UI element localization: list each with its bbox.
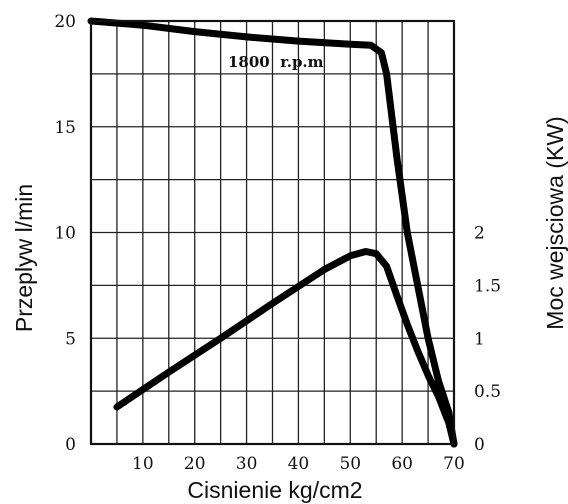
x-tick-label: 20 (184, 454, 206, 474)
plot-frame (89, 19, 456, 446)
x-tick-label: 30 (236, 454, 258, 474)
y-axis-label-right: Moc wejsciowa (KW) (542, 116, 568, 329)
y-left-tick-label: 5 (65, 329, 76, 349)
tick-labels: 10 20 30 40 50 60 70 0 5 10 15 20 0 0.5 1 1.5 2 (54, 12, 501, 474)
grid (91, 21, 454, 444)
y-left-tick-label: 0 (65, 435, 76, 455)
y-right-tick-label: 1.5 (474, 276, 501, 296)
x-axis-label: Cisnienie kg/cm2 (187, 477, 362, 503)
y-left-tick-label: 10 (54, 224, 76, 244)
series-line-power (113, 248, 458, 448)
y-right-tick-label: 1 (474, 329, 485, 349)
series-line-flow (87, 17, 458, 448)
annotation-rpm: 1800 r.p.m (228, 53, 324, 71)
y-right-tick-label: 2 (474, 224, 485, 244)
plot-border (89, 19, 456, 446)
series-layer (87, 17, 458, 448)
y-axis-label-left: Przeplyw l/min (11, 184, 37, 332)
x-tick-label: 60 (391, 454, 413, 474)
x-tick-label: 70 (443, 454, 465, 474)
y-right-tick-label: 0.5 (474, 382, 501, 402)
x-tick-label: 50 (339, 454, 361, 474)
y-left-tick-label: 15 (54, 118, 76, 138)
y-right-tick-label: 0 (474, 435, 485, 455)
x-tick-label: 40 (288, 454, 310, 474)
x-tick-label: 10 (132, 454, 154, 474)
y-left-tick-label: 20 (54, 12, 76, 32)
